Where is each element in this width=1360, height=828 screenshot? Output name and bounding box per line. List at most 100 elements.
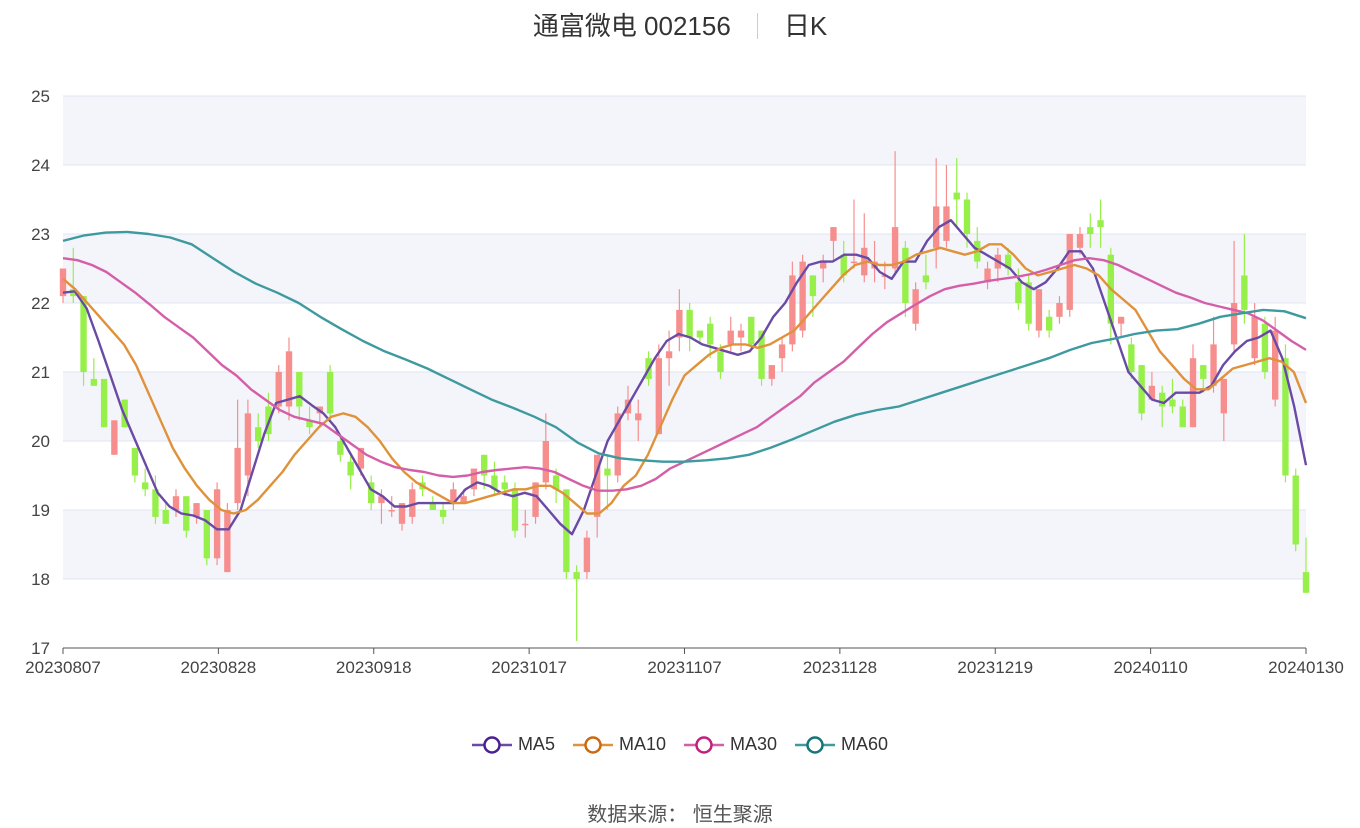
candle-body	[532, 482, 539, 517]
candle-body	[141, 482, 149, 490]
candle-body	[1117, 316, 1125, 324]
candle-body	[162, 510, 169, 524]
y-tick-label: 21	[31, 363, 50, 382]
candle-body	[1210, 344, 1217, 386]
x-tick-label: 20230918	[336, 658, 412, 677]
y-tick-label: 18	[31, 570, 50, 589]
candle-body	[1282, 358, 1289, 476]
candle-body	[748, 316, 755, 345]
candle-body	[593, 454, 601, 517]
candle-body	[840, 254, 847, 276]
candle-body	[635, 413, 642, 421]
candle-body	[758, 330, 765, 379]
candle-body	[522, 523, 529, 526]
candle-body	[1148, 385, 1156, 400]
candle-body	[450, 489, 457, 504]
candle-body	[552, 475, 560, 490]
candle-body	[1128, 344, 1135, 372]
candle-body	[1169, 399, 1176, 407]
candlestick-chart: 17 18 19 20 21 22 23 24 25 20230807 20230828 202309…	[25, 87, 1344, 677]
candle-body	[922, 275, 930, 283]
ma60-line	[62, 230, 1307, 463]
candle-body	[460, 496, 467, 504]
candle-body	[254, 427, 262, 441]
legend-item-ma10[interactable]: MA10	[572, 734, 666, 755]
candle-body	[984, 268, 991, 283]
candle-body	[337, 441, 344, 455]
candle-body	[326, 372, 334, 414]
legend-item-ma60[interactable]: MA60	[795, 734, 888, 755]
ma10-line	[62, 243, 1308, 515]
candle-body	[1138, 365, 1145, 414]
legend-item-ma5[interactable]: MA5	[471, 734, 555, 755]
grid-band	[63, 96, 1306, 165]
candle-body	[583, 537, 591, 573]
y-tick-label: 25	[31, 87, 50, 106]
candle-body	[111, 420, 118, 455]
candle-body	[224, 510, 231, 573]
candle-body	[90, 378, 98, 386]
candle-body	[131, 447, 139, 476]
legend-item-ma30[interactable]: MA30	[683, 734, 778, 755]
legend-label: MA30	[729, 734, 778, 754]
y-tick-label: 24	[31, 156, 50, 175]
candle-body	[1230, 303, 1238, 345]
x-tick-label: 20230828	[181, 658, 257, 677]
candle-body	[696, 330, 704, 338]
candle-body	[511, 489, 519, 531]
candle-body	[1271, 330, 1279, 400]
candle-body	[542, 441, 550, 483]
candle-body	[152, 489, 159, 517]
x-tick-label: 20240130	[1268, 658, 1344, 677]
candle-body	[953, 192, 960, 200]
candle-body	[706, 323, 714, 345]
y-tick-label: 23	[31, 225, 50, 244]
candle-body	[614, 413, 621, 476]
candle-body	[1035, 289, 1043, 331]
y-tick-label: 20	[31, 432, 50, 451]
legend-label: MA5	[517, 734, 555, 754]
y-tick-label: 17	[31, 639, 50, 658]
candle-body	[80, 296, 87, 372]
candle-body	[285, 351, 293, 407]
candle-body	[604, 468, 611, 476]
candle-body	[789, 275, 796, 345]
candle-body	[655, 358, 663, 435]
candle-body	[1220, 378, 1228, 414]
x-tick-label: 20231128	[803, 658, 877, 677]
candle-body	[234, 447, 241, 504]
candle-body	[932, 206, 940, 248]
candle-body	[891, 227, 899, 269]
candle-body	[388, 510, 395, 512]
candle-body	[429, 503, 437, 510]
legend-label: MA60	[841, 734, 889, 754]
candle-body	[1045, 316, 1053, 331]
chart-title: 通富微电 002156 日K	[0, 6, 1360, 46]
candle-body	[347, 461, 354, 476]
candle-body	[244, 413, 252, 476]
legend-circle-icon	[795, 735, 836, 754]
candle-body	[1056, 303, 1063, 317]
candle-body	[819, 261, 827, 269]
legend-circle-icon	[683, 735, 724, 754]
candle-body	[1200, 365, 1207, 379]
grid-band	[63, 510, 1306, 579]
x-tick-label: 20230807	[25, 658, 101, 677]
legend-label: MA10	[618, 734, 666, 754]
x-tick-label: 20231107	[647, 658, 721, 677]
period-label: 日K	[783, 11, 828, 41]
candle-body	[809, 275, 817, 297]
candle-body	[367, 482, 375, 504]
candle-body	[398, 503, 406, 524]
candle-body	[193, 503, 200, 517]
ma5-line	[62, 219, 1308, 536]
candle-body	[439, 510, 447, 517]
y-tick-label: 22	[31, 294, 50, 313]
candle-body	[378, 496, 385, 504]
candle-body	[676, 309, 683, 338]
candle-body	[778, 344, 786, 359]
candle-body	[1025, 282, 1032, 324]
y-tick-label: 19	[31, 501, 50, 520]
grid-band	[63, 234, 1306, 303]
candle-body	[573, 572, 580, 579]
